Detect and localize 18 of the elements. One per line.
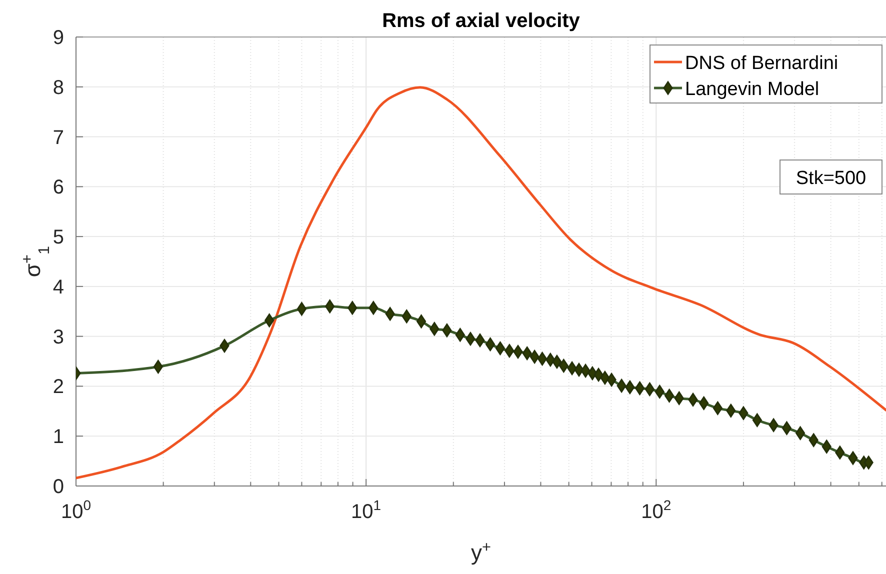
y-tick-label: 2	[52, 376, 64, 398]
x-tick-label: 10$^{1}$	[351, 497, 382, 523]
annotation: Stk=500	[796, 168, 866, 189]
y-tick-label: 1	[52, 426, 64, 448]
x-tick-label: 10$^{2}$	[641, 497, 672, 523]
y-tick-label: 5	[52, 226, 64, 249]
x-tick-label: 10$^{0}$	[60, 497, 92, 523]
y-tick-label: 9	[52, 27, 64, 49]
y-tick-label: 7	[52, 126, 64, 149]
legend-label: Langevin Model	[685, 79, 820, 100]
y-tick-label: 4	[52, 276, 64, 298]
y-tick-label: 3	[52, 326, 64, 348]
x-axis-title: y$^{+}$	[471, 538, 491, 565]
legend-label: DNS of Bernardini	[685, 53, 838, 74]
y-tick-label: 0	[52, 476, 64, 498]
y-tick-label: 8	[52, 76, 64, 99]
y-tick-label: 6	[52, 176, 64, 199]
chart-title: Rms of axial velocity	[382, 10, 581, 32]
